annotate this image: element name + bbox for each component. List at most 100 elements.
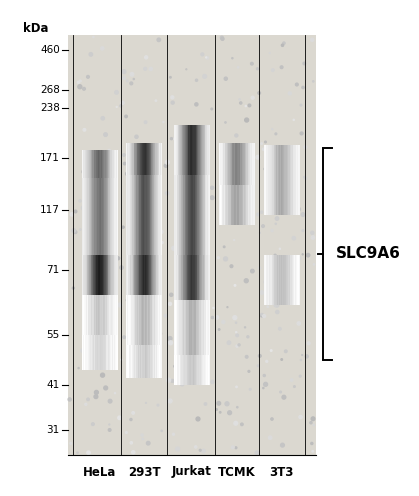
Circle shape <box>238 66 239 68</box>
Bar <box>138 175 139 260</box>
Bar <box>198 175 199 300</box>
Bar <box>234 143 235 185</box>
Bar <box>224 143 225 185</box>
Circle shape <box>93 36 94 38</box>
Bar <box>200 300 201 355</box>
Bar <box>207 255 208 300</box>
Circle shape <box>281 443 285 447</box>
Circle shape <box>281 167 285 171</box>
Bar <box>97 178 98 260</box>
Bar <box>142 175 143 260</box>
Bar <box>112 295 113 335</box>
Bar <box>175 255 176 300</box>
Bar <box>182 355 184 385</box>
Bar <box>98 255 99 295</box>
Bar <box>209 255 210 300</box>
Bar <box>150 295 151 345</box>
Circle shape <box>114 392 116 394</box>
Bar <box>145 175 146 260</box>
Text: Jurkat: Jurkat <box>172 466 212 479</box>
Bar <box>86 178 87 260</box>
Bar <box>176 355 177 385</box>
Bar <box>285 255 286 305</box>
Bar <box>264 145 266 215</box>
Bar <box>107 255 108 295</box>
Circle shape <box>146 441 150 445</box>
Bar <box>150 143 151 175</box>
Text: 293T: 293T <box>128 466 160 479</box>
Text: 3T3: 3T3 <box>269 466 294 479</box>
Circle shape <box>240 102 242 104</box>
Bar <box>146 295 147 345</box>
Bar <box>251 185 252 225</box>
Bar <box>99 335 101 370</box>
Bar <box>110 295 111 335</box>
Circle shape <box>175 334 176 335</box>
Circle shape <box>302 355 303 356</box>
Bar <box>240 143 241 185</box>
Bar <box>181 125 183 175</box>
Bar <box>142 295 144 345</box>
Circle shape <box>251 148 254 151</box>
Bar <box>97 295 98 335</box>
Bar <box>238 143 240 185</box>
Circle shape <box>199 205 202 207</box>
Bar <box>178 125 180 175</box>
Bar <box>149 175 150 260</box>
Bar <box>155 295 156 345</box>
Bar <box>237 185 238 225</box>
Bar <box>149 345 150 378</box>
Circle shape <box>194 258 195 260</box>
Bar <box>85 150 86 178</box>
Circle shape <box>294 386 295 387</box>
Bar <box>202 175 203 300</box>
Circle shape <box>222 320 225 323</box>
Circle shape <box>166 160 169 164</box>
Bar <box>269 145 270 215</box>
Circle shape <box>199 345 203 349</box>
Circle shape <box>98 325 100 327</box>
Circle shape <box>186 286 189 290</box>
Bar <box>138 143 139 175</box>
Bar <box>98 150 99 178</box>
Bar <box>246 143 247 185</box>
Bar <box>204 255 205 300</box>
Circle shape <box>163 122 164 123</box>
Circle shape <box>142 336 144 338</box>
Circle shape <box>223 246 225 248</box>
Circle shape <box>101 160 103 161</box>
Circle shape <box>168 303 171 306</box>
Circle shape <box>263 314 266 317</box>
Circle shape <box>160 230 163 234</box>
Circle shape <box>132 451 135 454</box>
Circle shape <box>247 336 249 338</box>
Bar <box>243 185 244 225</box>
Circle shape <box>285 350 287 353</box>
Bar <box>130 295 131 345</box>
Circle shape <box>127 80 128 82</box>
Circle shape <box>300 132 303 135</box>
Bar <box>179 125 181 175</box>
Circle shape <box>189 266 190 268</box>
Bar <box>221 185 222 225</box>
Circle shape <box>192 374 193 376</box>
Bar <box>285 145 286 215</box>
Bar <box>150 175 151 260</box>
Bar <box>194 255 195 300</box>
Bar <box>138 295 139 345</box>
Bar <box>84 150 85 178</box>
Bar <box>244 143 245 185</box>
Circle shape <box>264 168 266 170</box>
Bar <box>91 335 93 370</box>
Bar <box>202 125 203 175</box>
Bar <box>156 175 157 260</box>
Bar <box>156 295 157 345</box>
Circle shape <box>123 77 125 79</box>
Bar <box>194 300 195 355</box>
Bar <box>241 185 242 225</box>
Bar <box>97 255 98 295</box>
Bar <box>132 345 133 378</box>
Bar <box>270 255 271 305</box>
Circle shape <box>225 122 226 123</box>
Bar <box>147 295 148 345</box>
